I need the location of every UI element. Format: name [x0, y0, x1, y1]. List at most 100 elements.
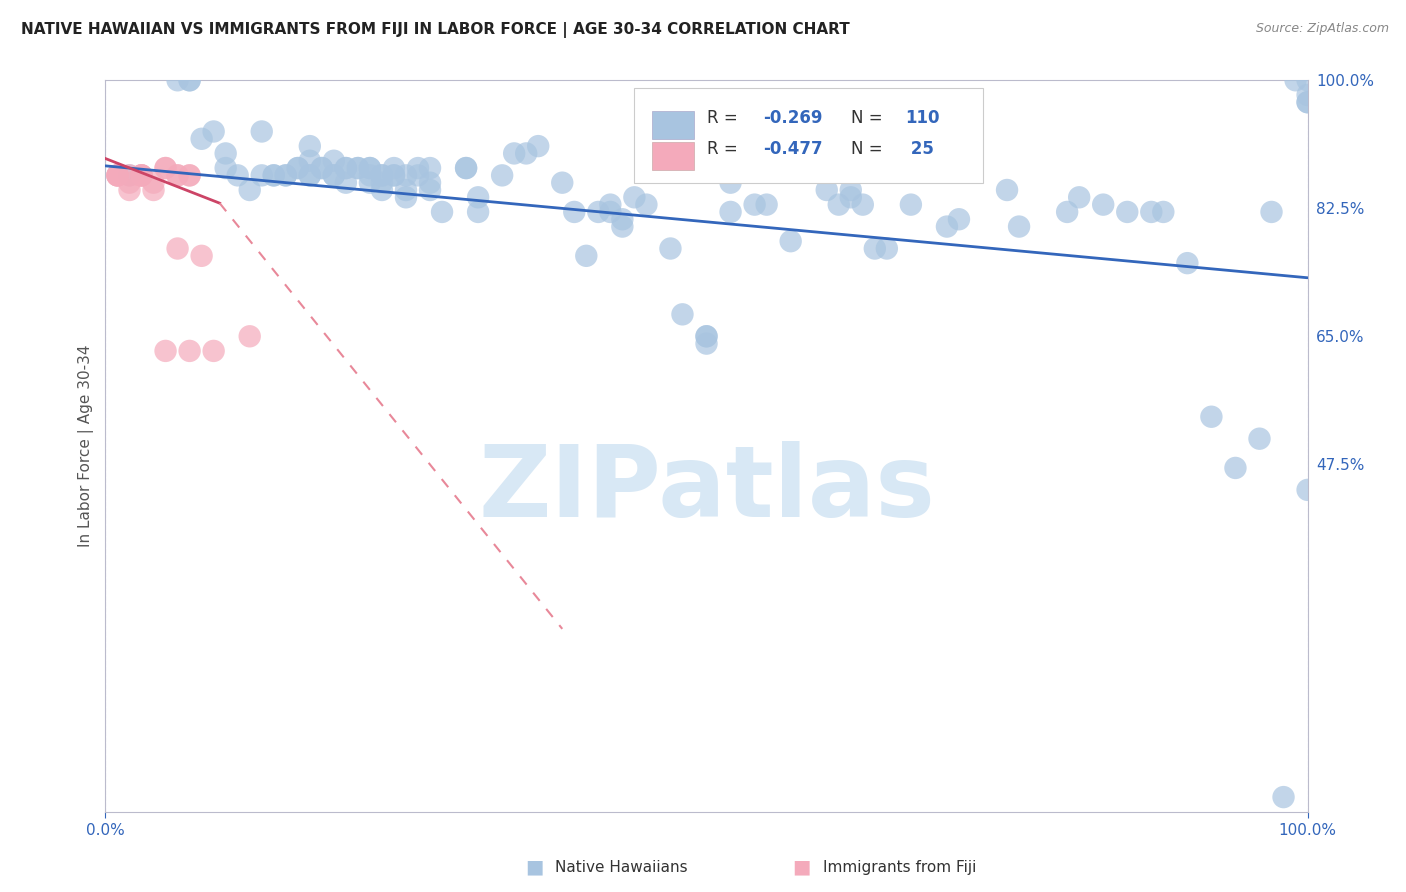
Point: [1201, 409, 1223, 424]
Point: [335, 176, 357, 190]
Point: [1092, 197, 1115, 211]
Point: [142, 176, 165, 190]
Point: [1296, 95, 1319, 110]
Point: [1249, 432, 1271, 446]
Point: [612, 212, 634, 227]
Text: N =: N =: [851, 110, 887, 128]
FancyBboxPatch shape: [652, 111, 695, 139]
Point: [131, 169, 153, 183]
Point: [863, 242, 886, 256]
Point: [696, 336, 718, 351]
Point: [179, 343, 201, 358]
Point: [551, 176, 574, 190]
Point: [155, 161, 177, 175]
Point: [599, 205, 621, 219]
Text: R =: R =: [707, 110, 742, 128]
Text: -0.477: -0.477: [763, 140, 823, 158]
Point: [166, 169, 188, 183]
Point: [406, 169, 429, 183]
Point: [155, 343, 177, 358]
Point: [1056, 205, 1078, 219]
Point: [118, 176, 141, 190]
Y-axis label: In Labor Force | Age 30-34: In Labor Force | Age 30-34: [79, 344, 94, 548]
Point: [166, 169, 188, 183]
Point: [382, 169, 405, 183]
Point: [190, 249, 212, 263]
Point: [179, 169, 201, 183]
Text: ZIPatlas: ZIPatlas: [478, 442, 935, 539]
Point: [1225, 461, 1247, 475]
Point: [623, 190, 645, 204]
Point: [562, 205, 585, 219]
Point: [179, 73, 201, 87]
Point: [359, 161, 381, 175]
Point: [1175, 256, 1198, 270]
Point: [359, 161, 381, 175]
Point: [720, 176, 742, 190]
Point: [395, 190, 418, 204]
Point: [298, 139, 321, 153]
Text: 25: 25: [905, 140, 934, 158]
Point: [696, 329, 718, 343]
Point: [287, 161, 309, 175]
Point: [371, 169, 394, 183]
Point: [274, 169, 297, 183]
Point: [995, 183, 1018, 197]
Point: [335, 161, 357, 175]
Point: [1272, 790, 1295, 805]
Point: [395, 169, 418, 183]
Point: [250, 124, 273, 138]
Point: [322, 153, 344, 168]
Point: [371, 183, 394, 197]
Point: [311, 161, 333, 175]
Point: [454, 161, 477, 175]
Point: [107, 169, 129, 183]
Point: [274, 169, 297, 183]
Point: [503, 146, 526, 161]
Point: [155, 161, 177, 175]
Point: [202, 343, 225, 358]
Point: [179, 73, 201, 87]
Point: [430, 205, 453, 219]
Point: [406, 161, 429, 175]
Text: 110: 110: [905, 110, 939, 128]
Point: [382, 161, 405, 175]
Point: [107, 169, 129, 183]
Point: [371, 169, 394, 183]
Point: [588, 205, 610, 219]
Point: [1069, 190, 1091, 204]
Point: [744, 197, 766, 211]
Point: [419, 183, 441, 197]
Point: [214, 146, 236, 161]
Point: [839, 190, 862, 204]
Point: [322, 169, 344, 183]
Text: ■: ■: [792, 857, 811, 877]
Point: [454, 161, 477, 175]
Point: [371, 176, 394, 190]
Text: ■: ■: [524, 857, 544, 877]
Point: [1296, 483, 1319, 497]
Point: [263, 169, 285, 183]
Point: [467, 205, 489, 219]
Point: [131, 169, 153, 183]
Point: [515, 146, 537, 161]
Point: [142, 183, 165, 197]
Point: [1260, 205, 1282, 219]
Point: [382, 169, 405, 183]
Point: [491, 169, 513, 183]
Point: [118, 169, 141, 183]
Point: [311, 161, 333, 175]
Point: [263, 169, 285, 183]
Point: [118, 169, 141, 183]
Point: [419, 176, 441, 190]
Point: [839, 183, 862, 197]
FancyBboxPatch shape: [652, 142, 695, 169]
Point: [131, 169, 153, 183]
Point: [612, 219, 634, 234]
Text: Native Hawaiians: Native Hawaiians: [555, 860, 688, 874]
Point: [179, 169, 201, 183]
Point: [1008, 219, 1031, 234]
Point: [395, 183, 418, 197]
Text: Immigrants from Fiji: Immigrants from Fiji: [823, 860, 976, 874]
Point: [575, 249, 598, 263]
